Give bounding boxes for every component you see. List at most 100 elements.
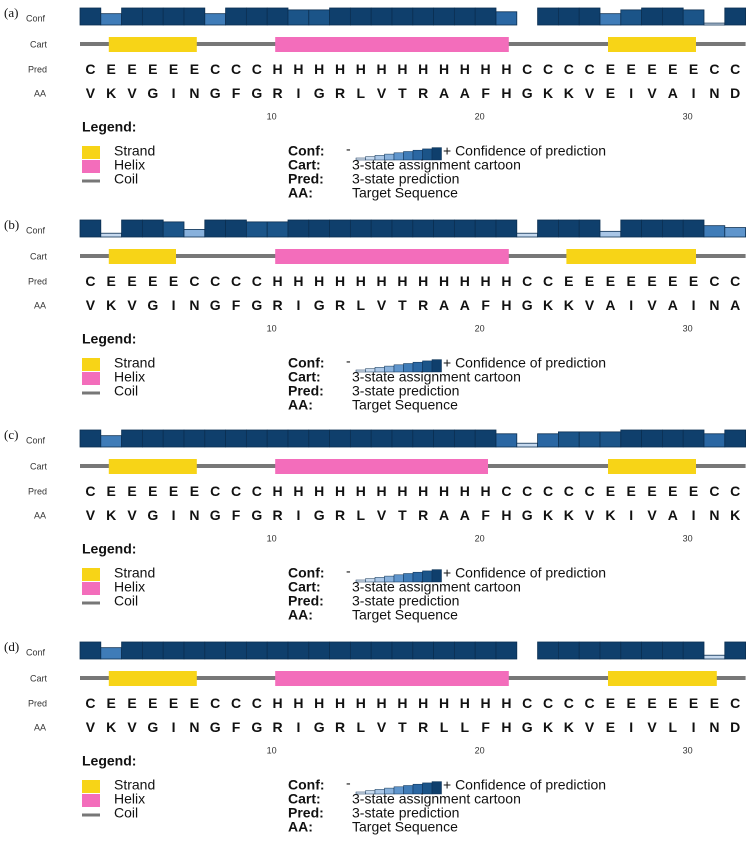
row-label: Cart — [30, 673, 48, 683]
row-label: Conf — [26, 13, 46, 23]
conf-bar — [183, 229, 206, 238]
key-text: + Confidence of prediction — [443, 143, 606, 159]
row-label: AA — [34, 722, 46, 732]
key-low: - — [346, 141, 351, 157]
conf-bar — [433, 641, 455, 660]
panel-label: (b) — [4, 217, 19, 232]
key-text: Target Sequence — [352, 397, 458, 413]
strand-swatch — [82, 568, 100, 581]
conf-bar — [703, 433, 726, 448]
conf-bar — [245, 7, 268, 26]
conf-bar — [266, 221, 289, 238]
conf-bar — [599, 431, 622, 448]
conf-bar — [682, 429, 705, 448]
conf-bar — [329, 641, 351, 660]
conf-bar — [349, 429, 372, 448]
conf-bar — [578, 219, 601, 238]
panel: (c) Conf Cart Pred AA C E E E E E C C C H H H H H H H H H H H C C C… — [4, 427, 746, 623]
conf-bar — [349, 219, 372, 238]
position-label: 20 — [475, 533, 485, 543]
conf-bar — [599, 13, 622, 26]
row-label: Pred — [28, 64, 47, 74]
helix-segment — [275, 37, 509, 52]
key: Conf: — [288, 355, 325, 371]
strand-swatch — [82, 146, 100, 159]
key: AA: — [288, 607, 313, 623]
key: Pred: — [288, 805, 324, 821]
legend-helix: Helix — [114, 791, 145, 807]
panel: (a) Conf Cart Pred AA C E E E E E C C C H H H H H H H H H H H H C C… — [4, 5, 746, 201]
key-low: - — [346, 775, 351, 791]
conf-bar — [412, 429, 434, 448]
legend-strand: Strand — [114, 565, 155, 581]
conf-bar — [391, 7, 414, 26]
conf-bar — [474, 641, 497, 660]
panel-label: (d) — [4, 639, 19, 654]
conf-bar — [100, 13, 123, 26]
position-label: 30 — [683, 745, 693, 755]
key-text: 3-state assignment cartoon — [352, 369, 521, 385]
conf-bar — [703, 22, 726, 26]
conf-bar — [162, 429, 185, 448]
conf-bar — [141, 219, 164, 238]
conf-bar — [266, 7, 289, 26]
key: Pred: — [288, 383, 324, 399]
key-low: - — [346, 563, 351, 579]
conf-bar — [370, 641, 393, 660]
conf-bar — [100, 435, 123, 448]
conf-bar — [245, 429, 268, 448]
position-label: 10 — [267, 533, 277, 543]
conf-bar — [225, 641, 247, 660]
conf-bar — [287, 9, 310, 26]
legend-coil: Coil — [114, 171, 138, 187]
row-label: Cart — [30, 461, 48, 471]
row-label: AA — [34, 510, 46, 520]
row-label: AA — [34, 300, 46, 310]
legend-strand: Strand — [114, 777, 155, 793]
key-text: + Confidence of prediction — [443, 355, 606, 371]
conf-bar — [121, 7, 143, 26]
conf-bar — [516, 232, 538, 238]
key-text: 3-state assignment cartoon — [352, 579, 521, 595]
row-label: Cart — [30, 39, 48, 49]
conf-bar — [121, 429, 143, 448]
legend-title: Legend: — [82, 541, 136, 557]
key-text: 3-state assignment cartoon — [352, 157, 521, 173]
conf-bar — [474, 429, 497, 448]
conf-bar — [433, 429, 455, 448]
position-label: 10 — [267, 323, 277, 333]
conf-bar — [183, 641, 206, 660]
legend-helix: Helix — [114, 369, 145, 385]
conf-bar — [724, 227, 746, 238]
conf-bar — [245, 641, 268, 660]
strand-segment — [108, 37, 197, 52]
conf-bar — [453, 219, 476, 238]
strand-segment — [608, 37, 696, 52]
strand-segment — [608, 671, 717, 686]
conf-bar — [599, 641, 622, 660]
position-label: 30 — [683, 533, 693, 543]
conf-bar — [287, 641, 310, 660]
conf-bar — [370, 219, 393, 238]
conf-bar — [537, 219, 559, 238]
conf-ramp — [431, 781, 442, 795]
conf-bar — [79, 7, 102, 26]
conf-bar — [558, 431, 580, 448]
conf-bar — [204, 429, 227, 448]
conf-bar — [724, 7, 746, 26]
conf-bar — [620, 9, 642, 26]
position-label: 30 — [683, 111, 693, 121]
helix-segment — [275, 249, 509, 264]
key: Cart: — [288, 579, 321, 595]
conf-bar — [329, 429, 351, 448]
helix-segment — [275, 459, 488, 474]
